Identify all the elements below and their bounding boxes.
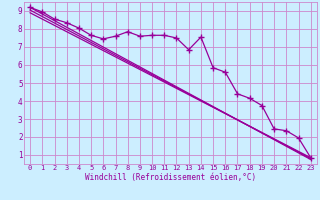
X-axis label: Windchill (Refroidissement éolien,°C): Windchill (Refroidissement éolien,°C) bbox=[85, 173, 256, 182]
